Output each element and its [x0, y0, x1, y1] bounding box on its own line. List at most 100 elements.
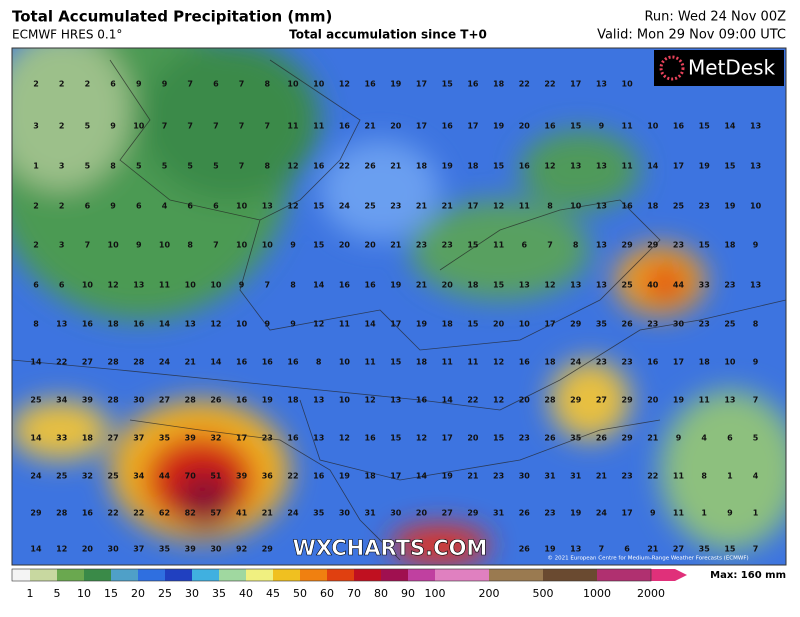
grid-value: 18: [416, 162, 428, 171]
grid-value: 30: [133, 396, 145, 405]
grid-value: 37: [133, 545, 144, 554]
colorbar-segment: [138, 569, 165, 581]
grid-value: 23: [596, 358, 607, 367]
grid-value: 27: [673, 545, 684, 554]
grid-value: 16: [365, 434, 377, 443]
grid-value: 8: [290, 281, 296, 290]
grid-value: 16: [365, 80, 377, 89]
grid-value: 13: [133, 281, 144, 290]
grid-value: 10: [262, 241, 274, 250]
grid-value: 24: [30, 472, 42, 481]
grid-value: 10: [236, 241, 248, 250]
colorbar-label: 1000: [583, 587, 611, 600]
grid-value: 14: [647, 162, 659, 171]
grid-value: 17: [467, 202, 478, 211]
grid-value: 19: [673, 396, 685, 405]
grid-value: 34: [133, 472, 145, 481]
grid-value: 9: [110, 122, 116, 131]
grid-value: 92: [236, 545, 247, 554]
grid-value: 13: [596, 162, 607, 171]
grid-value: 9: [290, 320, 296, 329]
grid-value: 44: [673, 281, 685, 290]
grid-value: 13: [390, 396, 401, 405]
grid-value: 16: [313, 472, 325, 481]
grid-value: 29: [647, 241, 659, 250]
grid-value: 17: [416, 122, 427, 131]
grid-value: 20: [493, 320, 505, 329]
grid-value: 7: [239, 80, 245, 89]
grid-value: 6: [213, 80, 219, 89]
colorbar-label: 30: [185, 587, 199, 600]
grid-value: 14: [30, 545, 42, 554]
colorbar-label: 45: [266, 587, 280, 600]
colorbar-label: 100: [425, 587, 446, 600]
grid-value: 18: [544, 358, 556, 367]
grid-value: 15: [390, 434, 402, 443]
grid-value: 82: [185, 509, 196, 518]
grid-value: 6: [727, 434, 733, 443]
grid-value: 6: [110, 80, 116, 89]
grid-value: 25: [56, 472, 68, 481]
grid-value: 31: [493, 509, 505, 518]
grid-value: 25: [724, 320, 736, 329]
grid-value: 44: [159, 472, 171, 481]
grid-value: 2: [59, 202, 65, 211]
colorbar-label: 35: [212, 587, 226, 600]
colorbar-segment: [408, 569, 435, 581]
logo-icon: [659, 55, 685, 81]
grid-value: 6: [85, 202, 91, 211]
grid-value: 28: [56, 509, 68, 518]
grid-value: 4: [701, 434, 707, 443]
grid-value: 62: [159, 509, 170, 518]
grid-value: 10: [108, 241, 120, 250]
grid-value: 16: [287, 434, 299, 443]
grid-value: 15: [493, 434, 505, 443]
grid-value: 7: [162, 122, 168, 131]
grid-value: 15: [493, 162, 505, 171]
grid-value: 5: [187, 162, 193, 171]
grid-value: 26: [519, 545, 531, 554]
grid-value: 23: [493, 472, 504, 481]
grid-value: 29: [570, 396, 582, 405]
grid-value: 10: [647, 122, 659, 131]
grid-value: 23: [699, 320, 710, 329]
grid-value: 17: [570, 80, 581, 89]
grid-value: 12: [493, 396, 504, 405]
grid-value: 17: [442, 434, 453, 443]
grid-value: 23: [544, 509, 555, 518]
grid-value: 21: [596, 472, 608, 481]
grid-value: 16: [287, 358, 299, 367]
grid-value: 18: [108, 320, 120, 329]
grid-value: 9: [136, 241, 142, 250]
colorbar-segment: [30, 569, 57, 581]
grid-value: 8: [701, 472, 707, 481]
grid-value: 14: [416, 472, 428, 481]
legend-max: Max: 160 mm: [710, 570, 786, 581]
grid-value: 13: [724, 396, 735, 405]
grid-value: 36: [262, 472, 274, 481]
grid-value: 10: [185, 281, 197, 290]
grid-value: 7: [547, 241, 553, 250]
grid-value: 15: [570, 122, 582, 131]
colorbar-segment: [597, 569, 651, 581]
grid-value: 10: [519, 320, 531, 329]
grid-value: 30: [673, 320, 685, 329]
grid-value: 21: [467, 472, 479, 481]
grid-value: 10: [210, 281, 222, 290]
grid-value: 5: [85, 162, 91, 171]
grid-value: 1: [727, 472, 733, 481]
grid-value: 25: [30, 396, 42, 405]
grid-value: 22: [287, 472, 298, 481]
grid-value: 6: [187, 202, 193, 211]
grid-value: 8: [573, 241, 579, 250]
grid-value: 7: [239, 162, 245, 171]
grid-value: 28: [108, 396, 120, 405]
grid-value: 21: [416, 281, 428, 290]
grid-value: 19: [339, 472, 351, 481]
grid-value: 15: [467, 241, 479, 250]
grid-value: 16: [673, 122, 685, 131]
grid-value: 24: [339, 202, 351, 211]
colorbar-label: 10: [77, 587, 91, 600]
grid-value: 27: [159, 396, 170, 405]
